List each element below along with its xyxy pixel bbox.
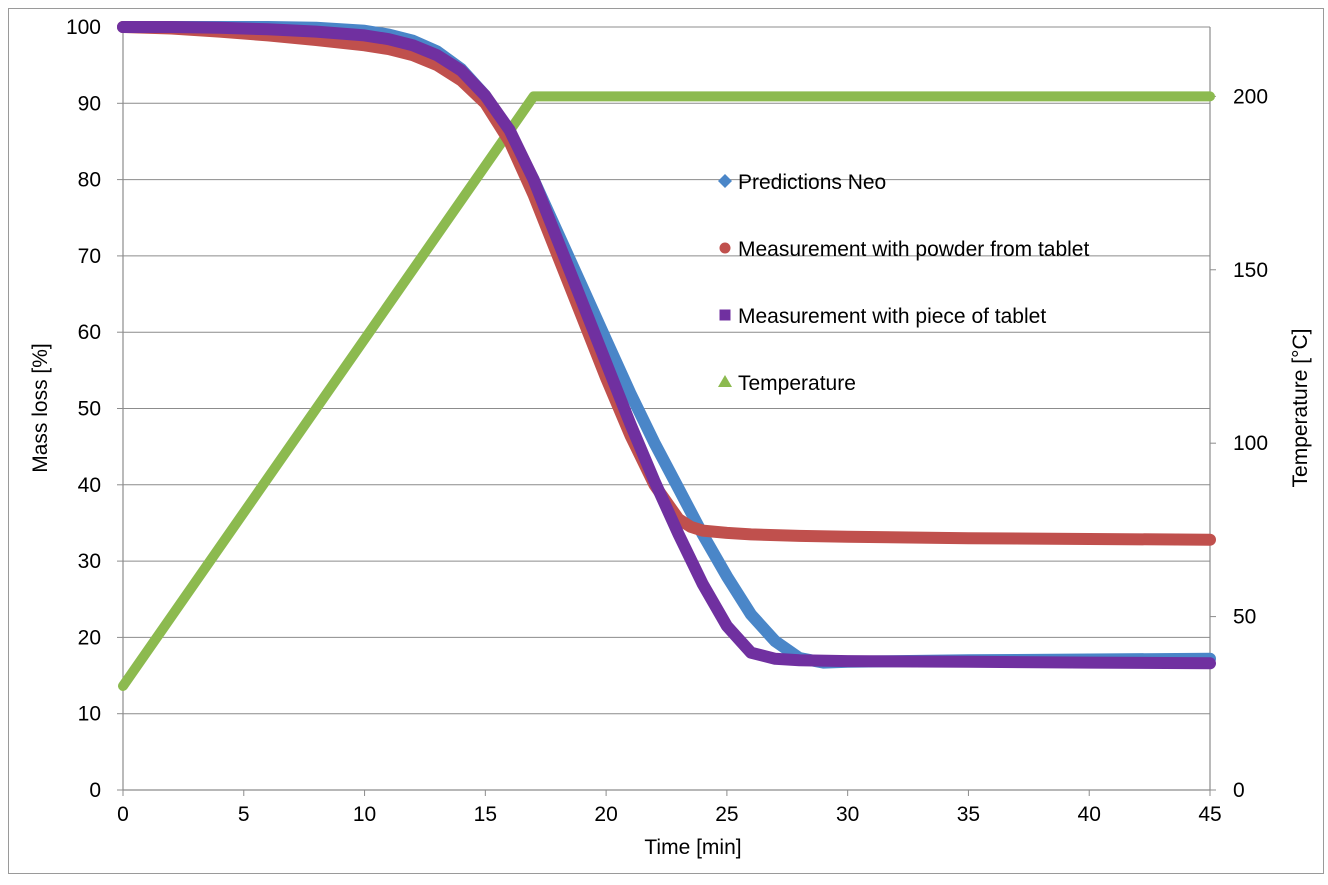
series-line-measurement-with-piece-of-tablet (117, 21, 1216, 670)
legend-label: Measurement with powder from tablet (738, 238, 1089, 261)
y2-tick-label: 100 (1233, 432, 1268, 455)
y-tick-label: 60 (78, 321, 101, 344)
x-axis-title: Time [min] (644, 836, 741, 859)
y2-tick-label: 0 (1233, 779, 1245, 802)
y2-tick-label: 150 (1233, 259, 1268, 282)
y-tick-label: 0 (89, 779, 101, 802)
series-line-predictions-neo (117, 21, 1216, 669)
y-tick-label: 50 (78, 398, 101, 421)
x-tick-label: 40 (1078, 803, 1101, 826)
y2-tick-label: 200 (1233, 85, 1268, 108)
y-tick-label: 100 (66, 16, 101, 39)
legend-label: Measurement with piece of tablet (738, 305, 1046, 328)
x-tick-label: 5 (238, 803, 250, 826)
x-tick-label: 10 (353, 803, 376, 826)
x-tick-label: 45 (1198, 803, 1221, 826)
x-tick-label: 20 (594, 803, 617, 826)
y-tick-label: 80 (78, 169, 101, 192)
x-tick-label: 0 (117, 803, 129, 826)
axes (117, 26, 1216, 796)
y-tick-label: 90 (78, 92, 101, 115)
tick-labels: 0 5 10 15 20 25 30 35 40 45 0 10 20 30 40 50 60 70 80 90 100… (66, 16, 1268, 826)
legend-triangle-marker (718, 375, 732, 387)
legend-label: Temperature (738, 372, 856, 395)
chart-frame (8, 8, 1324, 874)
x-tick-label: 30 (836, 803, 859, 826)
series-lines (117, 21, 1216, 691)
x-tick-label: 35 (957, 803, 980, 826)
legend-circle-marker (719, 242, 731, 254)
x-tick-label: 15 (474, 803, 497, 826)
gridlines (123, 26, 1210, 715)
legend: Predictions Neo Measurement with powder f… (718, 171, 1089, 395)
legend-diamond-marker (718, 174, 732, 188)
y-tick-label: 30 (78, 550, 101, 573)
y-tick-label: 40 (78, 474, 101, 497)
y2-axis-title: Temperature [°C] (1289, 329, 1312, 488)
y-tick-label: 10 (78, 703, 101, 726)
y-tick-label: 70 (78, 245, 101, 268)
x-tick-label: 25 (715, 803, 738, 826)
series-line-temperature (118, 91, 1215, 691)
legend-square-marker (719, 309, 731, 321)
y2-tick-label: 50 (1233, 606, 1256, 629)
y-tick-label: 20 (78, 626, 101, 649)
y-axis-title: Mass loss [%] (29, 343, 52, 473)
legend-label: Predictions Neo (738, 171, 886, 194)
